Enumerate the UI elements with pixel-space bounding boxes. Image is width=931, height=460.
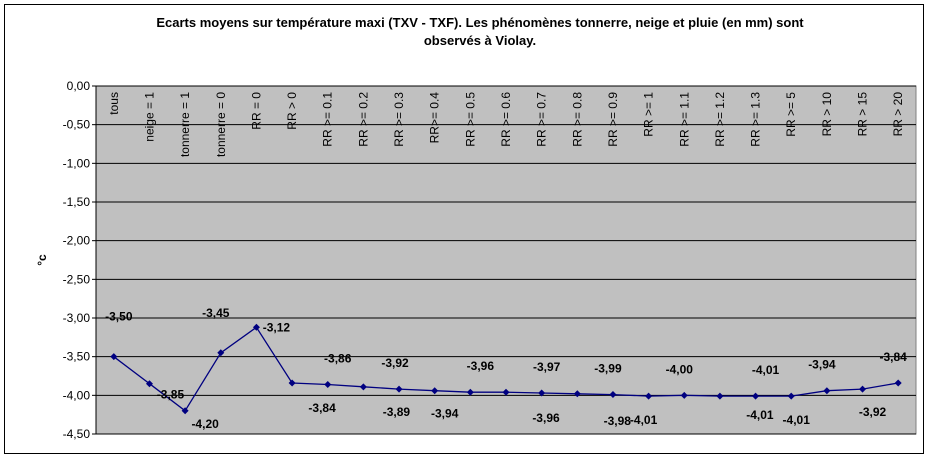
data-label: -3,96 <box>467 359 495 373</box>
data-point-marker <box>431 387 439 395</box>
x-category-label: RR >= 0.5 <box>463 92 477 147</box>
y-tick-label: -1,00 <box>63 156 91 170</box>
data-label: -3,99 <box>594 362 622 376</box>
x-category-label: RR > 10 <box>820 92 834 137</box>
x-category-label: RR > 20 <box>891 92 905 137</box>
x-category-label: RR >= 0.3 <box>392 92 406 147</box>
data-label: -3,97 <box>533 360 561 374</box>
x-category-label: RR >= 0.6 <box>499 92 513 147</box>
data-point-marker <box>252 323 260 331</box>
x-category-label: RR >= 1.3 <box>749 92 763 147</box>
data-label: -4,01 <box>752 363 780 377</box>
data-point-marker <box>217 349 225 357</box>
chart-title: Ecarts moyens sur température maxi (TXV … <box>100 14 860 50</box>
data-point-marker <box>181 407 189 415</box>
data-label: -4,01 <box>630 413 658 427</box>
data-label: -3,94 <box>431 407 459 421</box>
data-point-marker <box>573 390 581 398</box>
x-category-label: RR > 0 <box>285 92 299 130</box>
data-label: -3,98 <box>604 414 632 428</box>
data-point-marker <box>894 379 902 387</box>
data-label: -4,01 <box>746 408 774 422</box>
y-tick-label: -4,00 <box>63 388 91 402</box>
y-tick-label: -0,50 <box>63 118 91 132</box>
data-point-marker <box>466 388 474 396</box>
data-label: -3,86 <box>324 352 352 366</box>
chart-title-line-2: observés à Violay. <box>423 33 537 48</box>
x-category-label: RR > 15 <box>856 92 870 137</box>
x-category-label: tonnerre = 0 <box>214 92 228 157</box>
data-label: -3,84 <box>308 401 336 415</box>
y-tick-label: -4,50 <box>63 427 91 441</box>
x-category-label: tonnerre = 1 <box>178 92 192 157</box>
data-point-marker <box>716 392 724 400</box>
data-label: -3,94 <box>808 358 836 372</box>
x-category-label: RR >= 0.9 <box>606 92 620 147</box>
data-point-marker <box>680 391 688 399</box>
chart-title-line-1: Ecarts moyens sur température maxi (TXV … <box>156 15 804 30</box>
y-axis-title: °c <box>35 254 49 266</box>
y-tick-label: 0,00 <box>67 79 91 93</box>
x-category-label: RR >= 1 <box>642 92 656 137</box>
data-label: -4,00 <box>666 362 694 376</box>
data-label: -3,85 <box>157 388 185 402</box>
data-point-marker <box>645 392 653 400</box>
data-point-marker <box>859 385 867 393</box>
data-label: -3,45 <box>202 306 230 320</box>
data-point-marker <box>538 389 546 397</box>
data-point-marker <box>395 385 403 393</box>
x-category-label: RR >= 1.2 <box>713 92 727 147</box>
x-category-label: RR >= 1.1 <box>677 92 691 147</box>
y-tick-label: -1,50 <box>63 195 91 209</box>
data-label: -3,89 <box>383 405 411 419</box>
x-category-label: RR >= 0.7 <box>535 92 549 147</box>
data-label: -4,01 <box>783 413 811 427</box>
data-point-marker <box>145 380 153 388</box>
x-category-label: neige = 1 <box>142 92 156 142</box>
x-category-label: RR>= 0.4 <box>428 92 442 144</box>
x-category-label: RR >= 5 <box>784 92 798 137</box>
data-point-marker <box>609 391 617 399</box>
data-label: -3,50 <box>105 310 133 324</box>
data-label: -3,92 <box>381 356 409 370</box>
data-point-marker <box>502 388 510 396</box>
data-point-marker <box>359 383 367 391</box>
x-category-label: RR >= 0.2 <box>356 92 370 147</box>
plot-area <box>95 85 917 435</box>
x-category-label: RR >= 0.1 <box>321 92 335 147</box>
data-point-marker <box>823 387 831 395</box>
data-point-marker <box>324 381 332 389</box>
y-tick-label: -3,00 <box>63 311 91 325</box>
data-label: -3,96 <box>532 411 560 425</box>
y-tick-label: -2,50 <box>63 272 91 286</box>
data-point-marker <box>752 392 760 400</box>
x-category-label: tous <box>107 92 121 115</box>
data-label: -3,84 <box>879 350 907 364</box>
data-point-marker <box>288 379 296 387</box>
data-label: -3,92 <box>859 405 887 419</box>
y-tick-label: -2,00 <box>63 234 91 248</box>
data-label: -3,12 <box>263 320 291 334</box>
data-label: -4,20 <box>191 417 219 431</box>
x-category-label: RR = 0 <box>249 92 263 130</box>
x-category-label: RR >= 0.8 <box>570 92 584 147</box>
data-point-marker <box>110 353 118 361</box>
y-tick-label: -3,50 <box>63 350 91 364</box>
data-point-marker <box>787 392 795 400</box>
